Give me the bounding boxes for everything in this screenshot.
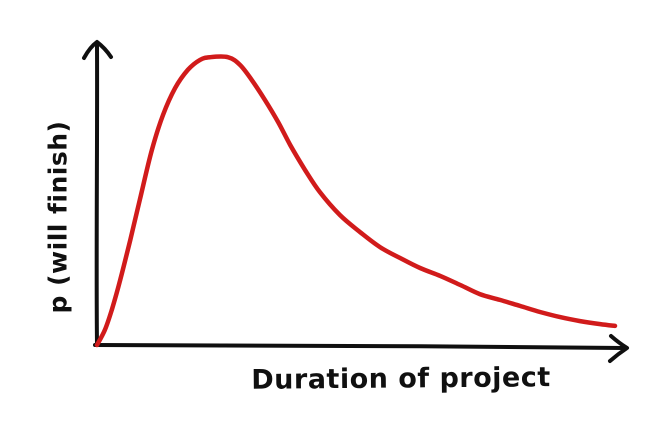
distribution-curve [94,54,618,348]
x-axis-arrow [608,334,629,363]
y-axis-arrow [82,40,113,60]
y-axis-label: p (will finish) [43,120,73,314]
x-axis-label: Duration of project [251,362,551,396]
x-axis-line [93,342,625,350]
